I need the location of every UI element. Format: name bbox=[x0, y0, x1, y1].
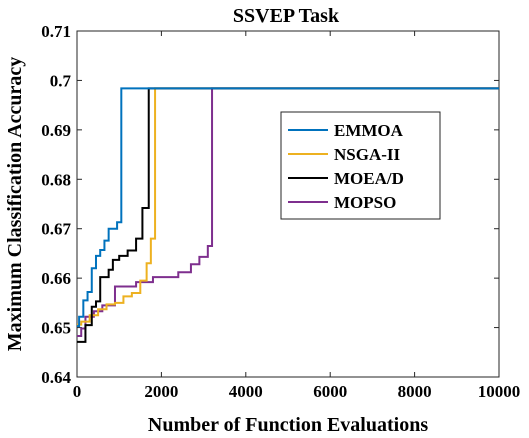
x-tick-label: 0 bbox=[73, 382, 82, 401]
y-tick-label: 0.67 bbox=[41, 220, 71, 239]
x-tick-label: 10000 bbox=[478, 382, 521, 401]
x-tick-label: 6000 bbox=[313, 382, 347, 401]
series-line-nsga-ii bbox=[77, 87, 499, 326]
legend-label: MOPSO bbox=[334, 193, 396, 212]
y-tick-label: 0.66 bbox=[41, 269, 71, 288]
legend-label: NSGA-II bbox=[334, 145, 401, 164]
y-tick-label: 0.7 bbox=[50, 71, 72, 90]
x-axis-label: Number of Function Evaluations bbox=[148, 414, 428, 436]
x-tick-label: 4000 bbox=[229, 382, 263, 401]
y-axis-label: Maximum Classification Accuracy bbox=[4, 57, 26, 351]
series-line-moea-d bbox=[77, 87, 499, 343]
legend-label: MOEA/D bbox=[334, 169, 404, 188]
y-tick-label: 0.64 bbox=[41, 368, 71, 387]
series-line-mopso bbox=[77, 87, 499, 337]
axis-ticks: 0 2000 4000 6000 8000 10000 0.64 0.65 0.66 0.67 0.… bbox=[41, 22, 520, 401]
series-lines bbox=[77, 87, 499, 343]
legend-label: EMMOA bbox=[334, 121, 404, 140]
legend: EMMOA NSGA-II MOEA/D MOPSO bbox=[280, 111, 441, 220]
x-tick-label: 2000 bbox=[144, 382, 178, 401]
y-tick-label: 0.71 bbox=[41, 22, 71, 41]
chart-title: SSVEP Task bbox=[233, 5, 340, 27]
y-tick-label: 0.68 bbox=[41, 170, 71, 189]
y-tick-label: 0.69 bbox=[41, 121, 71, 140]
x-tick-label: 8000 bbox=[398, 382, 432, 401]
y-tick-label: 0.65 bbox=[41, 319, 71, 338]
series-line-emmoa bbox=[77, 87, 499, 328]
